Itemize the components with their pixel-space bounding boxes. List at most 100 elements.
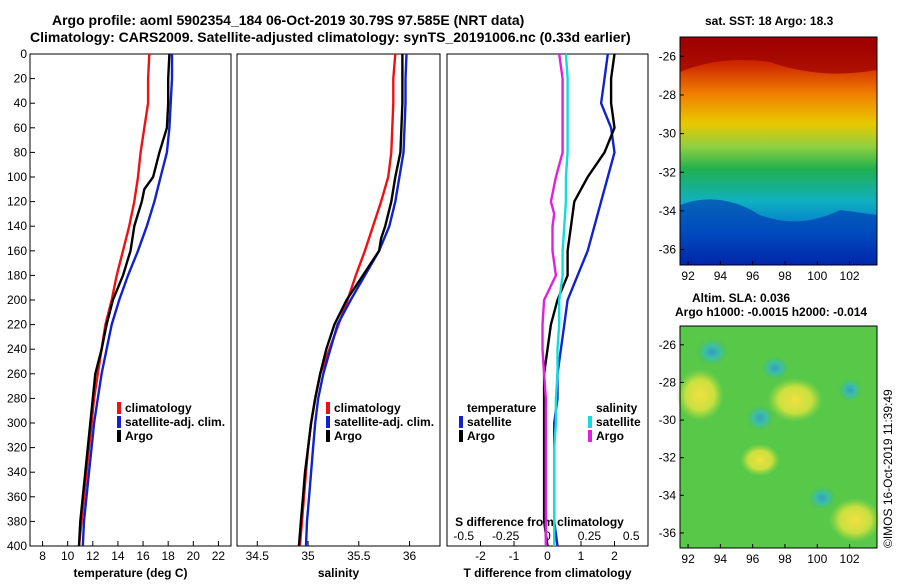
sla-low-anomaly — [808, 486, 836, 510]
sla-map-title-2: Argo h1000: -0.0015 h2000: -0.014 — [675, 305, 867, 319]
secondary-tick-label: 0.5 — [623, 529, 640, 543]
salinity-panel: 34.5 35 35.5 36 salinity — [236, 53, 441, 580]
series-line-temperature-argo — [542, 53, 616, 547]
sst-warm-blob — [680, 37, 877, 74]
x-axis-label: T difference from climatology — [463, 566, 631, 580]
legend-swatch-t-satellite — [459, 416, 463, 428]
map-y-tick-label: -34 — [659, 488, 677, 502]
sla-high-anomaly — [767, 378, 823, 422]
x-tick-label: -2 — [475, 549, 486, 563]
series-line-satellite-adj--clim- — [81, 54, 174, 547]
temperature-panel: 0 20 40 60 80 100 120 140 160 180 200 220 240 260 280 3… — [7, 47, 232, 580]
sla-map-title-1: Altim. SLA: 0.036 — [692, 291, 790, 305]
x-tick-label: 18 — [162, 549, 176, 563]
series-line-salinity-satellite — [553, 53, 569, 546]
x-tick-label: 36 — [403, 549, 417, 563]
y-tick-label: 300 — [7, 416, 27, 430]
y-tick-label: 100 — [7, 170, 27, 184]
x-tick-label: 2 — [611, 549, 618, 563]
map-y-tick-label: -32 — [659, 451, 677, 465]
map-y-tick-label: -36 — [659, 526, 677, 540]
legend-header-temperature: temperature — [467, 401, 537, 415]
legend-label-s-argo: Argo — [596, 429, 624, 443]
map-y-tick-label: -28 — [659, 88, 677, 102]
map-x-tick-label: 102 — [840, 552, 860, 566]
sla-low-anomaly — [838, 378, 862, 402]
x-axis-label: salinity — [318, 566, 360, 580]
x-tick-label: 22 — [212, 549, 226, 563]
map-x-tick-label: 102 — [840, 269, 860, 283]
x-tick-label: 35 — [301, 549, 315, 563]
sst-map — [679, 36, 878, 266]
y-tick-label: 260 — [7, 367, 27, 381]
map-x-tick-label: 100 — [807, 552, 827, 566]
legend-label-climatology: climatology — [334, 401, 401, 415]
map-x-tick-label: 98 — [778, 552, 792, 566]
legend-label-argo: Argo — [334, 429, 362, 443]
map-x-tick-label: 96 — [746, 269, 760, 283]
series-line-satellite-adj--clim- — [304, 53, 408, 547]
legend-label-t-argo: Argo — [467, 429, 495, 443]
title-line-2: Climatology: CARS2009. Satellite-adjuste… — [30, 29, 631, 45]
y-tick-label: 20 — [14, 72, 28, 86]
x-tick-label: 16 — [136, 549, 150, 563]
y-tick-label: 160 — [7, 244, 27, 258]
x-tick-label: 10 — [61, 549, 75, 563]
sla-high-anomaly — [740, 444, 780, 476]
legend-label-climatology: climatology — [125, 401, 192, 415]
legend-swatch-argo — [117, 430, 121, 442]
y-tick-label: 360 — [7, 490, 27, 504]
x-axis-label: temperature (deg C) — [73, 566, 187, 580]
map-y-tick-label: -26 — [659, 338, 677, 352]
sla-map — [676, 325, 881, 549]
plot-frame — [29, 53, 232, 547]
series-line-argo — [297, 54, 404, 547]
y-tick-label: 0 — [20, 47, 27, 61]
sla-map-frame — [679, 325, 878, 549]
legend-swatch-satellite — [326, 416, 330, 428]
map-y-tick-label: -26 — [659, 49, 677, 63]
sla-low-anomaly — [696, 338, 728, 366]
secondary-tick-label: 0.25 — [578, 529, 602, 543]
sla-low-anomaly — [746, 405, 774, 431]
y-tick-label: 180 — [7, 268, 27, 282]
map-x-tick-label: 100 — [807, 269, 827, 283]
map-x-tick-label: 94 — [714, 552, 728, 566]
y-tick-label: 140 — [7, 219, 27, 233]
map-y-tick-label: -30 — [659, 127, 677, 141]
map-x-tick-label: 92 — [681, 269, 695, 283]
temperature-legend: climatology satellite-adj. clim. Argo — [117, 401, 225, 443]
y-tick-label: 400 — [7, 539, 27, 553]
legend-swatch-satellite — [117, 416, 121, 428]
map-y-tick-label: -30 — [659, 413, 677, 427]
plot-frame — [236, 53, 441, 547]
legend-swatch-t-argo — [459, 430, 463, 442]
legend-label-satellite: satellite-adj. clim. — [334, 415, 434, 429]
sst-cold-blob — [680, 199, 877, 265]
secondary-tick-label: -0.5 — [453, 529, 474, 543]
secondary-tick-label: 0 — [544, 529, 551, 543]
sst-map-title: sat. SST: 18 Argo: 18.3 — [705, 14, 834, 28]
map-x-tick-label: 92 — [681, 552, 695, 566]
salinity-legend: climatology satellite-adj. clim. Argo — [326, 401, 434, 443]
legend-label-t-satellite: satellite — [467, 415, 512, 429]
x-tick-label: 20 — [187, 549, 201, 563]
x-tick-label: 8 — [39, 549, 46, 563]
sla-low-anomaly — [761, 356, 789, 380]
credit-text: ©IMOS 16-Oct-2019 11:39:49 — [881, 389, 895, 548]
legend-header-salinity: salinity — [596, 401, 638, 415]
sla-map-axes: -26 -28 -30 -32 -34 -36 92 94 96 98 100 102 — [659, 338, 860, 566]
x-tick-label: 14 — [111, 549, 125, 563]
map-y-tick-label: -28 — [659, 375, 677, 389]
y-tick-label: 380 — [7, 514, 27, 528]
series-line-salinity-argo — [541, 53, 564, 546]
title-line-1: Argo profile: aoml 5902354_184 06-Oct-20… — [52, 12, 524, 28]
x-tick-label: -1 — [509, 549, 520, 563]
y-tick-label: 220 — [7, 318, 27, 332]
series-line-argo — [77, 53, 171, 547]
x-tick-label: 34.5 — [246, 549, 270, 563]
map-x-tick-label: 94 — [714, 269, 728, 283]
sst-map-axes: -26 -28 -30 -32 -34 -36 92 94 96 98 100 102 — [659, 49, 860, 283]
legend-swatch-s-satellite — [588, 416, 592, 428]
map-x-tick-label: 98 — [778, 269, 792, 283]
